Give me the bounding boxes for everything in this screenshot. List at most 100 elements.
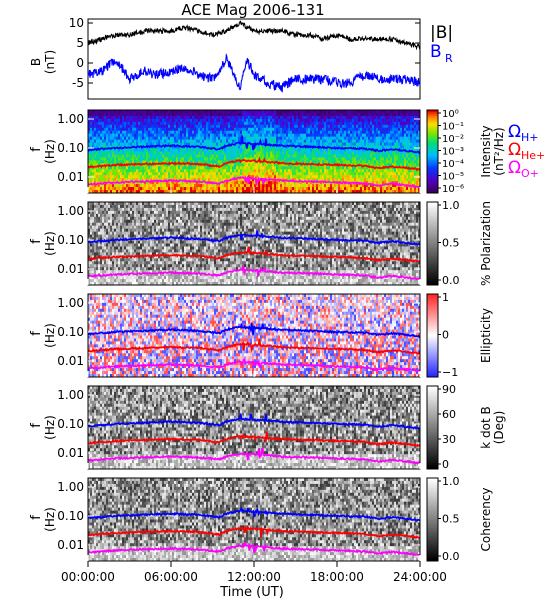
y-tick-label: 1.00 bbox=[57, 296, 84, 310]
colorbar-tick-label: 0.0 bbox=[442, 550, 460, 563]
series-line bbox=[87, 20, 421, 51]
colorbar-tick-label: 90 bbox=[442, 383, 456, 396]
figure-title: ACE Mag 2006-131 bbox=[181, 1, 324, 19]
y-tick-label: 0.10 bbox=[57, 141, 84, 155]
colorbar-label: Coherency bbox=[479, 487, 493, 551]
gyrofrequency-line bbox=[88, 264, 420, 281]
x-tick-label: 12:00:00 bbox=[227, 570, 281, 584]
gyro-legend-symbol: Ω bbox=[508, 122, 521, 142]
y-tick-label: 1.00 bbox=[57, 112, 84, 126]
heatmap-cells bbox=[88, 110, 420, 193]
x-tick-label: 18:00:00 bbox=[310, 570, 364, 584]
colorbar-tick-label: 10⁻⁶ bbox=[442, 184, 464, 195]
colorbar: 10⁰ 10⁻¹10⁻² 10⁻³10⁻⁴ 10⁻⁵10⁻⁶ Intensity (nT²… bbox=[426, 109, 506, 195]
colorbar-tick-label: 0.0 bbox=[442, 274, 460, 287]
heatmap-cells bbox=[88, 202, 420, 285]
colorbar-tick-label: 10⁻⁵ bbox=[442, 172, 464, 183]
gyrofrequency-line bbox=[88, 541, 420, 557]
x-axis: Time (UT) 00:00:00 06:00:00 12:00:00 18:00:… bbox=[61, 561, 447, 600]
colorbar-tick-label: 30 bbox=[442, 433, 456, 446]
heatmap-cells bbox=[88, 294, 420, 377]
colorbar-tick-label: 10⁻² bbox=[442, 134, 464, 145]
polarization-panel: 1.00 0.10 0.01 f (Hz) 1.0 0.5 0.0 % Polarization bbox=[29, 199, 493, 287]
y-tick-label: 1.00 bbox=[57, 388, 84, 402]
colorbar-frame bbox=[426, 293, 439, 378]
gyrofrequency-line bbox=[88, 135, 420, 155]
gyrofrequency-line bbox=[88, 431, 420, 448]
gyrofrequency-line bbox=[88, 524, 420, 540]
colorbar: 1.0 0.5 0.0 Coherency bbox=[426, 475, 493, 563]
gyrofrequency-line bbox=[88, 506, 420, 523]
y-axis-label: B bbox=[29, 58, 43, 66]
y-tick-label: 0.01 bbox=[57, 446, 84, 460]
colorbar-tick-label: 10⁻¹ bbox=[442, 122, 464, 133]
colorbar-frame bbox=[426, 201, 439, 286]
y-axis-unit: (nT) bbox=[43, 50, 57, 74]
colorbar-unit: (Deg) bbox=[492, 411, 506, 445]
colorbar-label: Intensity bbox=[479, 125, 493, 177]
y-tick-label: 0.10 bbox=[57, 509, 84, 523]
colorbar-tick-label: 0 bbox=[442, 329, 449, 342]
y-tick-label: -5 bbox=[72, 76, 84, 90]
gyrofrequency-line bbox=[88, 446, 420, 465]
gyro-legend-subscript: O+ bbox=[521, 167, 539, 180]
colorbar: 1.0 0.5 0.0 % Polarization bbox=[426, 199, 493, 287]
legend-entry: |B| bbox=[430, 23, 453, 43]
colorbar-unit: (nT²/Hz) bbox=[492, 127, 506, 175]
series-line bbox=[87, 52, 421, 93]
ellipticity-panel: 1.00 0.10 0.01 f (Hz) 1 0 −1 Ellipticity bbox=[29, 291, 493, 379]
y-tick-label: 0.01 bbox=[57, 354, 84, 368]
y-tick-label: 1.00 bbox=[57, 480, 84, 494]
gyro-legend-subscript: He+ bbox=[521, 149, 545, 162]
colorbar-tick-label: 60 bbox=[442, 408, 456, 421]
colorbar-label: % Polarization bbox=[479, 201, 493, 286]
gyrofrequency-line bbox=[88, 358, 420, 373]
legend-entry-subscript: R bbox=[445, 52, 453, 65]
colorbar-label: k dot B bbox=[479, 406, 493, 448]
colorbar-tick-label: −1 bbox=[442, 366, 458, 379]
y-tick-label: 0.10 bbox=[57, 325, 84, 339]
gyro-legend-symbol: Ω bbox=[508, 140, 521, 160]
y-axis-label: f bbox=[29, 515, 44, 520]
colorbar-frame bbox=[426, 109, 439, 194]
gyrofrequency-line bbox=[88, 230, 420, 246]
y-axis-unit: (Hz) bbox=[43, 415, 57, 440]
gyro-legend-subscript: H+ bbox=[521, 131, 539, 144]
colorbar-tick-label: 1 bbox=[442, 291, 449, 304]
heatmap-cells bbox=[88, 478, 420, 561]
colorbar-frame bbox=[426, 385, 439, 470]
y-axis-unit: (Hz) bbox=[43, 139, 57, 164]
y-tick-label: 0 bbox=[76, 56, 84, 70]
y-tick-label: 10 bbox=[69, 16, 84, 30]
colorbar-tick-label: 0.5 bbox=[442, 513, 460, 526]
gyrofrequency-line bbox=[88, 338, 420, 355]
colorbar-tick-label: 0 bbox=[442, 458, 449, 471]
colorbar-tick-label: 10⁻³ bbox=[442, 147, 464, 158]
heatmap-cells bbox=[88, 386, 420, 469]
x-tick-label: 00:00:00 bbox=[61, 570, 115, 584]
gyrofrequency-line bbox=[88, 175, 420, 189]
y-axis-unit: (Hz) bbox=[43, 231, 57, 256]
colorbar-tick-label: 0.5 bbox=[442, 237, 460, 250]
colorbar: 1 0 −1 Ellipticity bbox=[426, 291, 493, 379]
colorbar-tick-label: 1.0 bbox=[442, 475, 460, 488]
coherency-panel: 1.00 0.10 0.01 f (Hz) 1.0 0.5 0.0 Coherency bbox=[29, 475, 493, 563]
gyrofrequency-line bbox=[88, 156, 420, 172]
y-axis-unit: (Hz) bbox=[43, 507, 57, 532]
gyro-legend: Ω H+Ω He+Ω O+ bbox=[508, 122, 545, 180]
x-tick-label: 24:00:00 bbox=[393, 570, 447, 584]
colorbar-label: Ellipticity bbox=[479, 308, 493, 363]
gyro-legend-symbol: Ω bbox=[508, 158, 521, 178]
gyrofrequency-line bbox=[88, 413, 420, 430]
y-tick-label: 0.01 bbox=[57, 538, 84, 552]
x-axis-label: Time (UT) bbox=[219, 585, 284, 600]
y-tick-label: 0.01 bbox=[57, 262, 84, 276]
colorbar-tick-label: 1.0 bbox=[442, 199, 460, 212]
y-tick-label: 0.10 bbox=[57, 233, 84, 247]
legend-entry: B bbox=[430, 42, 442, 62]
y-tick-label: 0.01 bbox=[57, 170, 84, 184]
gyrofrequency-line bbox=[88, 246, 420, 263]
